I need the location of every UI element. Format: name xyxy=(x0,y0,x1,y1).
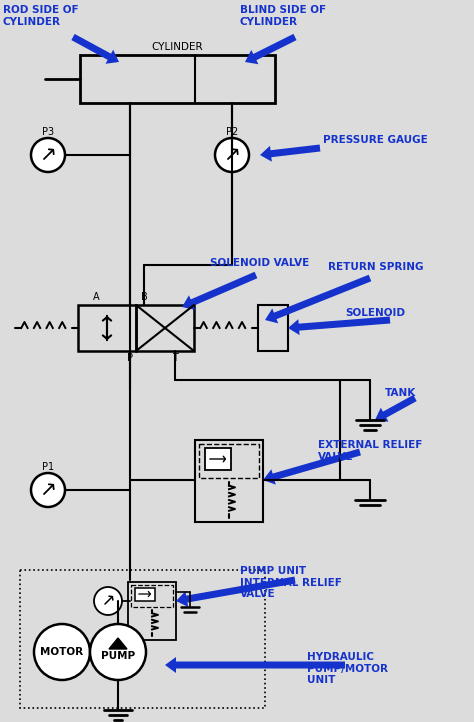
Text: PUMP UNIT
INTERNAL RELIEF
VALVE: PUMP UNIT INTERNAL RELIEF VALVE xyxy=(240,566,342,599)
Bar xyxy=(258,305,288,351)
FancyArrow shape xyxy=(182,271,257,310)
Circle shape xyxy=(215,138,249,172)
Bar xyxy=(195,440,263,522)
Text: PUMP: PUMP xyxy=(101,651,135,661)
Text: B: B xyxy=(141,292,147,302)
FancyArrow shape xyxy=(265,275,371,323)
Text: SOLENOID VALVE: SOLENOID VALVE xyxy=(210,258,309,268)
Bar xyxy=(20,570,265,708)
Text: BLIND SIDE OF
CYLINDER: BLIND SIDE OF CYLINDER xyxy=(240,5,326,27)
Text: PRESSURE GAUGE: PRESSURE GAUGE xyxy=(323,135,428,145)
FancyArrow shape xyxy=(260,144,320,162)
Bar xyxy=(80,55,275,103)
Bar xyxy=(205,448,231,470)
FancyArrow shape xyxy=(288,316,390,335)
Text: RETURN SPRING: RETURN SPRING xyxy=(328,262,423,272)
FancyArrow shape xyxy=(176,577,296,607)
Text: T: T xyxy=(172,353,178,363)
Bar xyxy=(136,305,194,351)
Bar xyxy=(135,588,155,601)
FancyArrow shape xyxy=(245,34,297,64)
Polygon shape xyxy=(109,638,127,649)
FancyArrow shape xyxy=(263,448,361,484)
Text: HYDRAULIC
PUMP/MOTOR
UNIT: HYDRAULIC PUMP/MOTOR UNIT xyxy=(307,652,388,685)
Bar xyxy=(128,582,176,640)
FancyArrow shape xyxy=(375,395,417,422)
Bar xyxy=(131,585,173,607)
Text: P1: P1 xyxy=(42,462,54,472)
Circle shape xyxy=(90,624,146,680)
Text: MOTOR: MOTOR xyxy=(40,647,83,657)
Text: CYLINDER: CYLINDER xyxy=(151,42,203,52)
Circle shape xyxy=(34,624,90,680)
Circle shape xyxy=(31,138,65,172)
Text: P3: P3 xyxy=(42,127,54,137)
FancyArrow shape xyxy=(165,657,345,673)
Circle shape xyxy=(31,473,65,507)
Text: TANK: TANK xyxy=(385,388,416,398)
Text: SOLENOID: SOLENOID xyxy=(345,308,405,318)
Text: ROD SIDE OF
CYLINDER: ROD SIDE OF CYLINDER xyxy=(3,5,79,27)
Bar xyxy=(78,305,136,351)
Text: EXTERNAL RELIEF
VALVE: EXTERNAL RELIEF VALVE xyxy=(318,440,422,461)
FancyArrow shape xyxy=(71,34,119,64)
Bar xyxy=(199,444,259,478)
Text: P2: P2 xyxy=(226,127,238,137)
Text: P: P xyxy=(127,353,133,363)
Circle shape xyxy=(94,587,122,615)
Text: A: A xyxy=(93,292,100,302)
